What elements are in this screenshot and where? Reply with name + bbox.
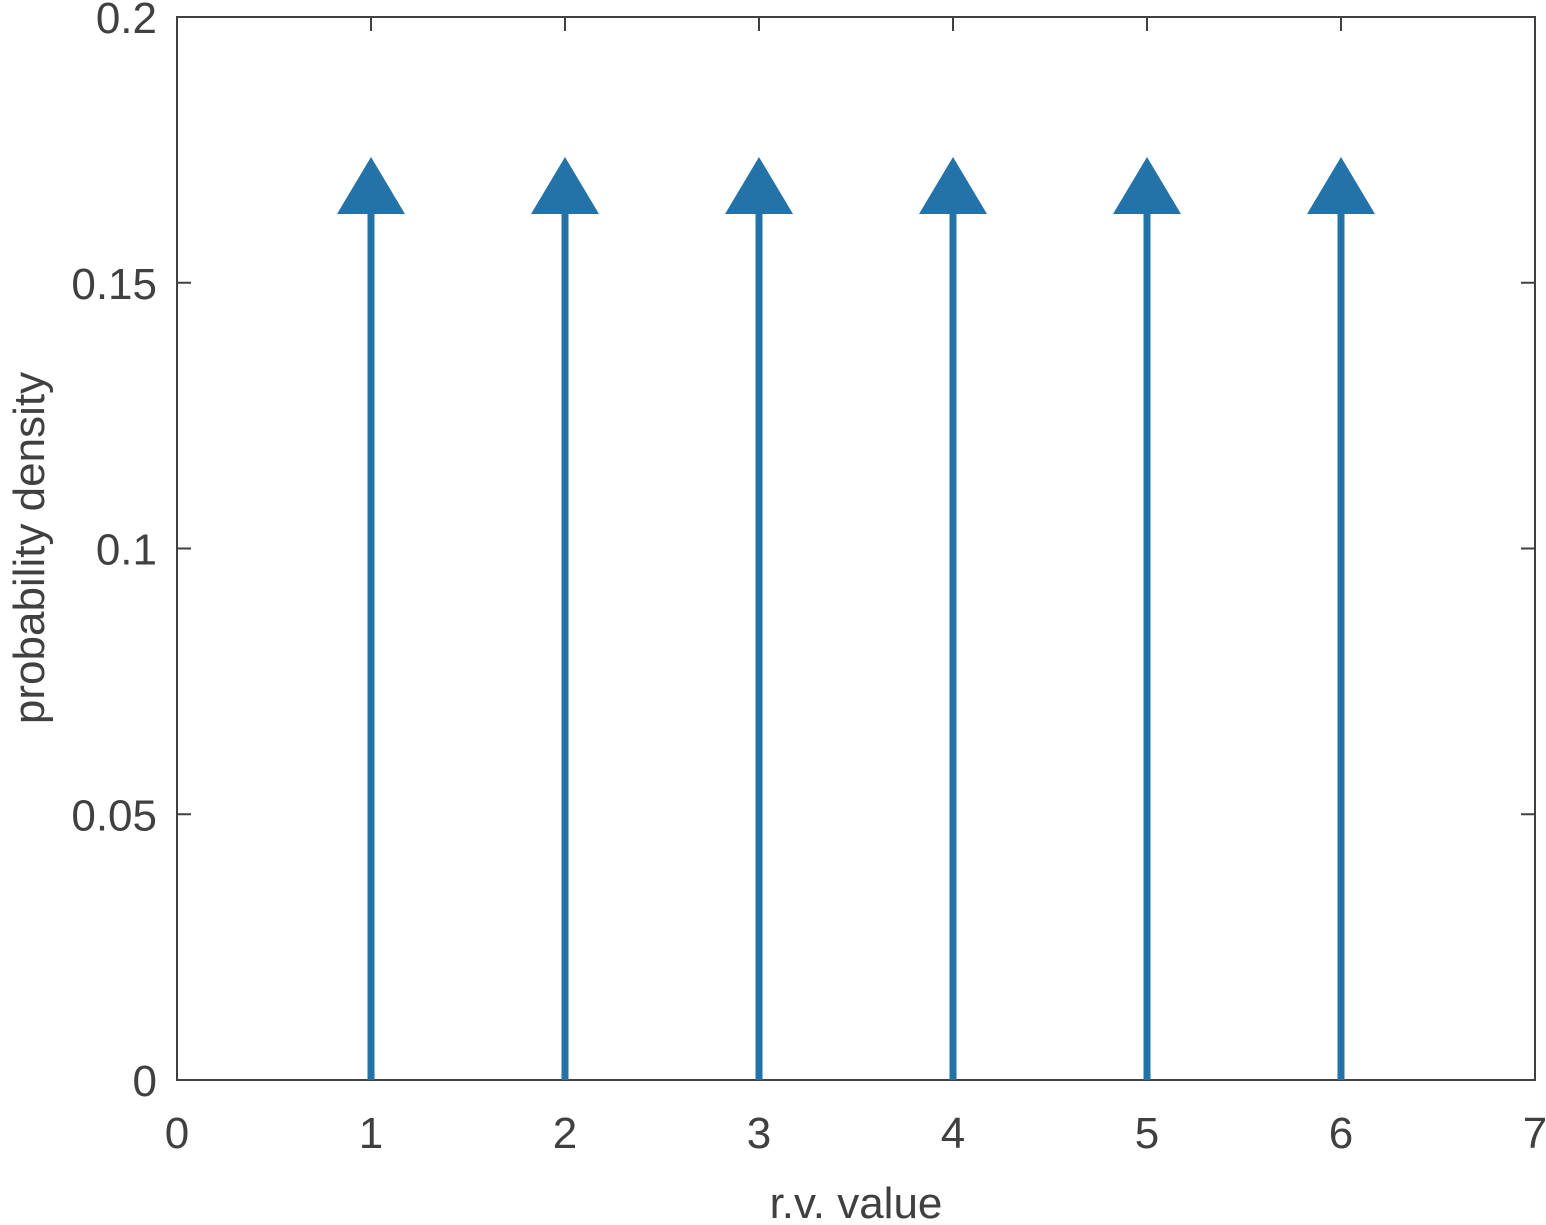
y-tick-label: 0.15	[71, 260, 157, 309]
x-axis-label: r.v. value	[770, 1179, 943, 1225]
x-tick-label: 6	[1329, 1109, 1353, 1158]
y-tick-label: 0.1	[96, 526, 157, 575]
x-tick-label: 5	[1135, 1109, 1159, 1158]
impulse-arrowhead	[1113, 156, 1181, 214]
plot-frame	[176, 16, 1536, 1081]
impulse-arrowhead	[1307, 156, 1375, 214]
impulse-arrowhead	[337, 156, 405, 214]
y-tick-label: 0.05	[71, 791, 157, 840]
impulse-arrowhead	[725, 156, 793, 214]
y-axis-label: probability density	[5, 372, 54, 724]
x-tick-label: 0	[165, 1109, 189, 1158]
x-tick-label: 2	[553, 1109, 577, 1158]
y-tick-label: 0.2	[96, 0, 157, 43]
y-tick-label: 0	[133, 1057, 157, 1106]
x-tick-label: 3	[747, 1109, 771, 1158]
x-tick-label: 4	[941, 1109, 965, 1158]
x-tick-label: 1	[359, 1109, 383, 1158]
impulse-arrowhead	[919, 156, 987, 214]
impulse-arrowhead	[531, 156, 599, 214]
x-tick-label: 7	[1523, 1109, 1546, 1158]
